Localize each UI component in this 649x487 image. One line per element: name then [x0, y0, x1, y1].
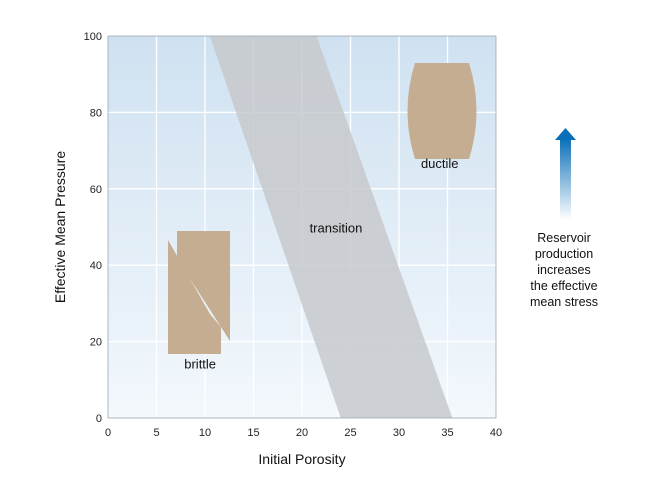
x-tick-label: 25	[344, 427, 356, 439]
x-tick-label: 0	[105, 427, 111, 439]
y-axis-label: Effective Mean Pressure	[52, 151, 68, 303]
annotations: brittle ductile transition	[184, 156, 458, 372]
annotation-brittle: brittle	[184, 356, 216, 371]
side-note-line: the effective	[530, 279, 597, 293]
x-axis-label: Initial Porosity	[258, 451, 345, 467]
x-tick-label: 40	[490, 427, 502, 439]
arrow-head	[555, 128, 576, 140]
arrow-shaft	[560, 138, 571, 220]
annotation-ductile: ductile	[421, 156, 459, 171]
side-note: Reservoir production increases the effectiv…	[530, 231, 598, 309]
x-axis-ticks: 0 5 10 15 20 25 30 35 40	[105, 427, 502, 439]
side-note-line: mean stress	[530, 295, 598, 309]
x-tick-label: 5	[153, 427, 159, 439]
brittle-sample-upper-block	[177, 231, 230, 341]
regions	[209, 36, 453, 418]
plot-frame	[107, 35, 497, 419]
brittle-sample-icon	[168, 231, 230, 354]
side-note-line: increases	[537, 263, 591, 277]
annotation-transition: transition	[310, 221, 363, 236]
side-note-line: production	[535, 247, 593, 261]
x-tick-label: 10	[199, 427, 211, 439]
y-tick-label: 60	[90, 184, 102, 196]
y-tick-label: 40	[90, 260, 102, 272]
x-tick-label: 30	[393, 427, 405, 439]
brittle-sample-lower-block	[168, 240, 221, 354]
y-tick-label: 0	[96, 413, 102, 425]
y-tick-label: 80	[90, 107, 102, 119]
x-tick-label: 15	[247, 427, 259, 439]
x-tick-label: 35	[441, 427, 453, 439]
y-tick-label: 100	[84, 31, 102, 43]
pressure-increase-arrow-icon	[555, 128, 576, 220]
side-note-line: Reservoir	[537, 231, 591, 245]
ductile-sample-icon	[407, 63, 477, 159]
y-axis-ticks: 0 20 40 60 80 100	[84, 31, 102, 425]
transition-band	[209, 36, 453, 418]
y-tick-label: 20	[90, 337, 102, 349]
x-tick-label: 20	[296, 427, 308, 439]
